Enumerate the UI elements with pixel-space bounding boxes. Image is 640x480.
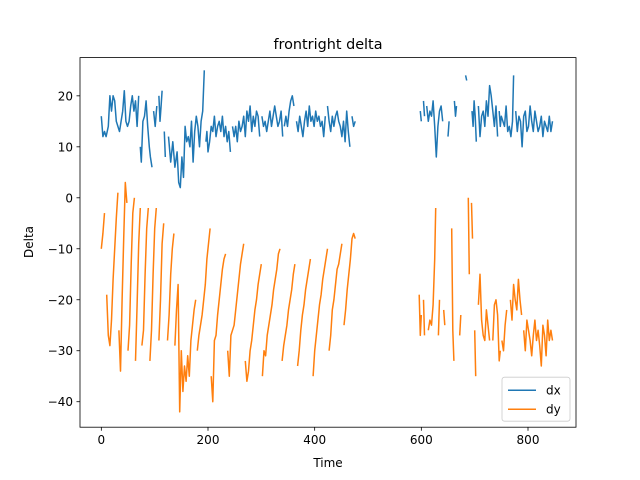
legend-box [501, 376, 571, 422]
legend-label-dy: dy [546, 403, 561, 417]
series-line-dx [422, 100, 426, 117]
series-line-dy [244, 263, 263, 383]
series-line-dy [281, 263, 296, 361]
series-line-dy [127, 197, 136, 351]
series-line-dy [458, 314, 462, 336]
series-line-dy [442, 309, 446, 326]
series-line-dy [427, 207, 437, 331]
x-tick-label: 600 [410, 433, 433, 447]
series-line-dx [498, 75, 515, 138]
series-line-dy [141, 207, 150, 346]
x-tick-label: 400 [303, 433, 326, 447]
y-tick-label: −30 [48, 344, 73, 358]
chart-title: frontright delta [273, 37, 382, 53]
series-line-dx [471, 100, 478, 142]
series-line-dx [514, 105, 554, 148]
series-line-dx [205, 115, 232, 153]
plot-frame [79, 57, 577, 428]
series-line-dy [312, 248, 329, 377]
series-line-dx [425, 100, 444, 158]
series-line-dy [328, 243, 343, 351]
x-tick-label: 800 [517, 433, 540, 447]
series-line-dy [422, 299, 426, 336]
series-line-dy [501, 309, 508, 352]
series-line-dy [118, 181, 128, 372]
series-line-dx [295, 105, 327, 138]
y-tick-label: 10 [58, 140, 73, 154]
series-line-dx [326, 105, 351, 147]
x-axis-ticks: 0 200 400 600 800 [98, 427, 540, 447]
series-line-dx [447, 121, 450, 137]
series-line-dy [226, 243, 245, 377]
series-line-dy [473, 330, 477, 377]
series-line-dy [509, 278, 523, 321]
series-line-dy [105, 192, 119, 347]
series-line-dy [166, 233, 175, 341]
y-tick-label: 20 [58, 89, 73, 103]
series-line-dy [522, 319, 554, 367]
x-tick-label: 0 [98, 433, 106, 447]
series-line-dy [450, 228, 455, 361]
y-axis-ticks: −40 −30 −20 −10 0 10 20 [48, 89, 80, 409]
series-line-dy [100, 213, 106, 249]
series-line-dy [174, 283, 197, 413]
series-line-dx [283, 95, 295, 128]
series-line-dy [149, 207, 158, 361]
y-axis-label: Delta [22, 226, 36, 258]
series-line-dx [419, 111, 423, 122]
series-line-dx [464, 75, 468, 81]
series-line-dy [470, 202, 474, 239]
series-line-dx [351, 116, 356, 128]
series-line-dx [231, 105, 261, 143]
x-axis-label: Time [312, 456, 342, 470]
series-line-dx [167, 70, 206, 189]
series-dy [100, 181, 554, 413]
series-layer [100, 70, 554, 413]
series-line-dx [477, 84, 499, 138]
series-line-dx [158, 90, 163, 123]
x-tick-label: 200 [197, 433, 220, 447]
series-dx [100, 70, 554, 189]
series-line-dy [467, 197, 471, 275]
series-line-dy [492, 299, 502, 362]
y-tick-label: −10 [48, 242, 73, 256]
series-line-dy [296, 258, 312, 367]
series-line-dy [477, 273, 491, 342]
legend-label-dx: dx [546, 384, 561, 398]
series-line-dy [158, 223, 165, 341]
series-line-dy [437, 299, 441, 336]
series-line-dx [152, 105, 158, 128]
series-line-dx [100, 89, 140, 138]
series-line-dy [261, 248, 281, 377]
y-tick-label: −40 [48, 395, 73, 409]
series-line-dx [163, 131, 167, 158]
series-line-dy [418, 294, 423, 337]
series-line-dx [139, 100, 153, 168]
series-line-dy [210, 253, 227, 403]
series-line-dx [453, 100, 458, 117]
series-line-dy [343, 232, 356, 326]
y-tick-label: −20 [48, 293, 73, 307]
series-line-dx [261, 105, 284, 137]
series-line-dy [196, 228, 211, 351]
y-tick-label: 0 [65, 191, 73, 205]
legend: dx dy [501, 376, 571, 422]
series-line-dy [134, 207, 142, 361]
